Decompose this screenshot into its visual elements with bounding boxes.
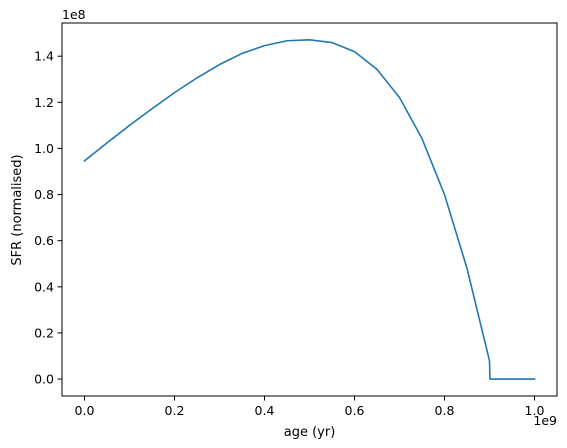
x-tick-label: 0.4 (255, 403, 275, 418)
x-tick-label: 0.8 (435, 403, 455, 418)
plot-frame (61, 22, 558, 397)
y-tick-label: 1.4 (34, 49, 54, 64)
y-axis-ticks: 0.0 0.2 0.4 0.6 0.8 1.0 1.2 1.4 (34, 49, 62, 387)
y-tick-label: 0.4 (34, 279, 54, 294)
series-line-0 (83, 39, 536, 380)
x-tick-label: 1.0 (525, 403, 545, 418)
series-layer (83, 39, 536, 380)
x-axis-label: age (yr) (284, 425, 336, 440)
y-tick-label: 1.0 (34, 141, 54, 156)
x-tick-label: 0.6 (345, 403, 365, 418)
x-tick-label: 0.2 (165, 403, 185, 418)
x-tick-label: 0.0 (75, 403, 95, 418)
x-axis-ticks: 0.0 0.2 0.4 0.6 0.8 1.0 (75, 396, 545, 418)
y-tick-label: 0.6 (34, 233, 54, 248)
y-tick-label: 1.2 (34, 95, 54, 110)
plot-area (62, 23, 557, 396)
y-tick-label: 0.8 (34, 187, 54, 202)
y-offset-label: 1e8 (62, 7, 86, 22)
y-axis-label: SFR (normalised) (10, 154, 25, 265)
y-tick-label: 0.0 (34, 372, 54, 387)
y-tick-label: 0.2 (34, 325, 54, 340)
x-offset-label: 1e9 (533, 413, 557, 428)
